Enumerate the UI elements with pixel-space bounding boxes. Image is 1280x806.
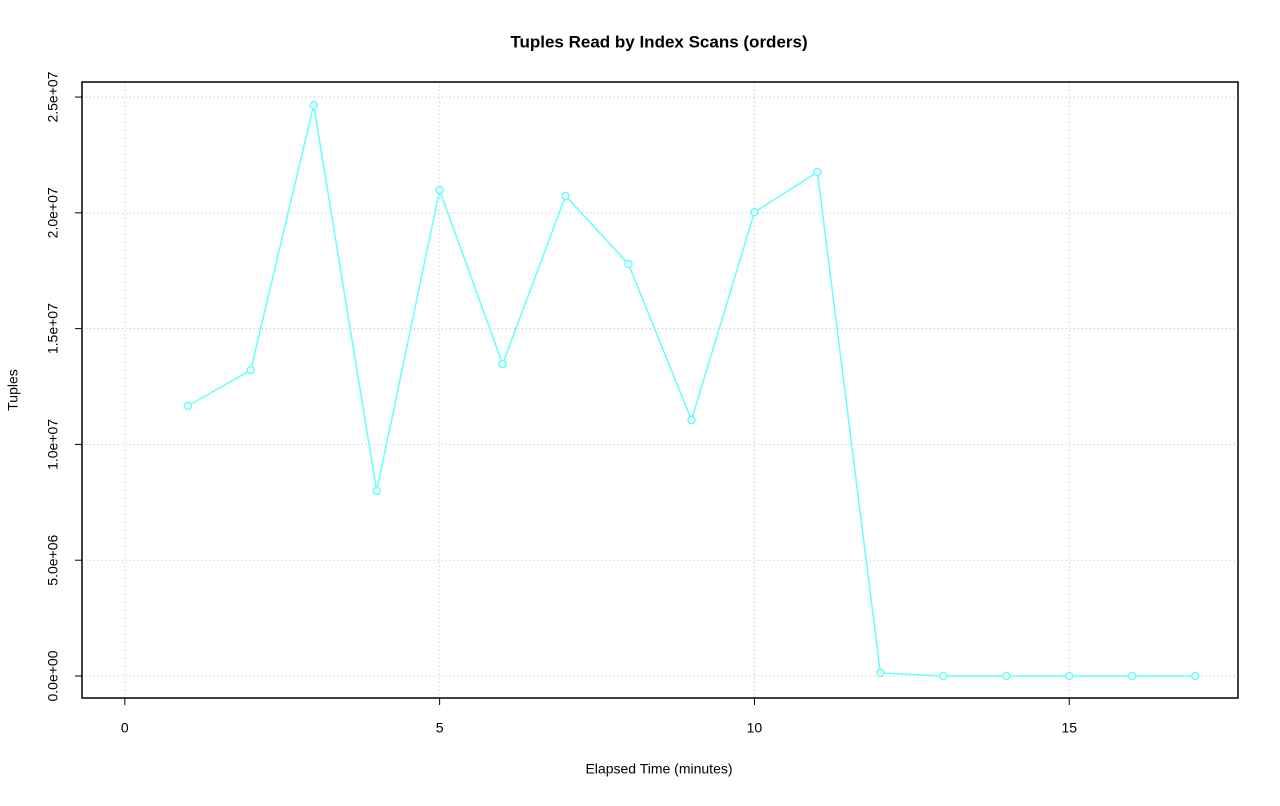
y-tick-label: 0.0e+00 xyxy=(45,650,61,701)
y-tick-label: 1.5e+07 xyxy=(45,303,61,354)
data-point xyxy=(435,185,444,195)
y-tick-label: 5.0e+06 xyxy=(45,535,61,586)
x-tick-label: 5 xyxy=(436,720,444,736)
data-point xyxy=(309,100,318,110)
data-point xyxy=(939,671,948,681)
data-point xyxy=(1065,671,1074,681)
y-tick-label: 2.0e+07 xyxy=(45,187,61,238)
data-point xyxy=(1190,671,1200,681)
x-tick-label: 0 xyxy=(121,720,129,736)
x-axis-label: Elapsed Time (minutes) xyxy=(585,761,732,777)
data-line xyxy=(187,104,1196,677)
plot-frame xyxy=(81,81,1239,699)
data-point xyxy=(1002,671,1011,681)
x-tick-label: 10 xyxy=(747,720,763,736)
data-point xyxy=(1127,671,1137,681)
y-tick-label: 1.0e+07 xyxy=(45,419,61,470)
data-point xyxy=(876,668,885,678)
y-axis-label: Tuples xyxy=(5,369,21,411)
data-point xyxy=(624,259,633,269)
chart-title: Tuples Read by Index Scans (orders) xyxy=(510,32,807,51)
data-point xyxy=(561,191,570,201)
data-point xyxy=(246,365,255,375)
x-tick-label: 15 xyxy=(1061,720,1077,736)
data-point xyxy=(183,401,193,411)
data-point xyxy=(687,415,696,425)
data-point xyxy=(498,359,507,369)
data-point xyxy=(813,167,822,177)
y-tick-label: 2.5e+07 xyxy=(45,71,61,122)
data-point xyxy=(372,486,381,496)
data-point xyxy=(750,207,759,217)
